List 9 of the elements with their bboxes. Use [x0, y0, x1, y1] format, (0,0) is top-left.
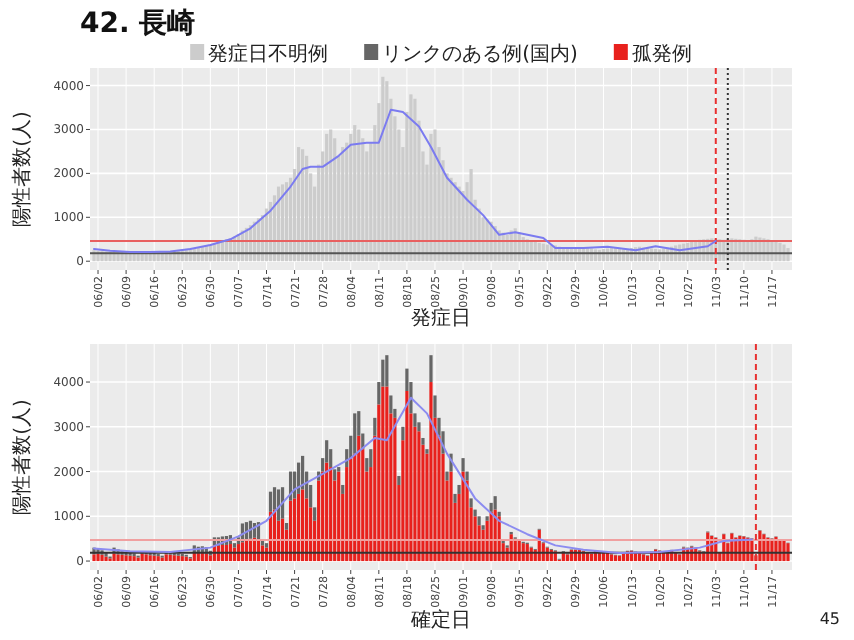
text: 45	[819, 610, 840, 628]
legend-label: 孤発例	[631, 42, 692, 66]
x-axis-title: 確定日	[409, 608, 471, 632]
y-axis-title: 陽性者数(人)	[10, 111, 34, 227]
x-axis-title: 発症日	[411, 306, 471, 330]
y-axis-title: 陽性者数(人)	[10, 399, 34, 515]
legend-label: 発症日不明例	[208, 42, 329, 66]
legend-label: リンクのある例(国内)	[382, 42, 578, 66]
chart-title: 42. 長崎	[80, 8, 196, 40]
